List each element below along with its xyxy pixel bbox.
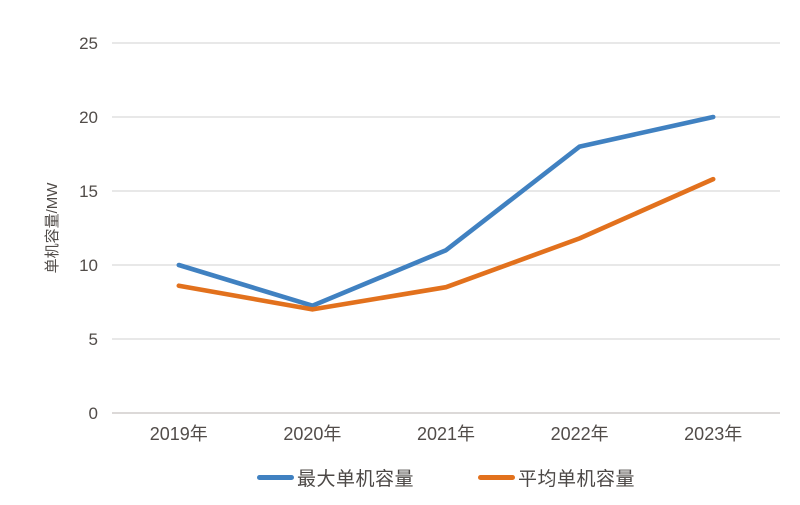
legend-item-avg-capacity: 平均单机容量 — [478, 464, 635, 491]
y-tick-label: 20 — [79, 108, 98, 127]
x-category-label: 2020年 — [283, 424, 341, 444]
y-tick-label: 5 — [89, 330, 98, 349]
legend-item-max-capacity: 最大单机容量 — [256, 464, 414, 491]
x-category-label: 2023年 — [684, 424, 742, 444]
x-axis-category-labels: 2019年 2020年 2021年 2022年 2023年 — [150, 424, 742, 444]
chart-legend: 最大单机容量 平均单机容量 — [112, 464, 780, 491]
y-axis-title: 单机容量/MW — [44, 182, 61, 274]
y-tick-label: 0 — [89, 404, 98, 423]
legend-label: 最大单机容量 — [296, 469, 414, 490]
y-axis-tick-labels: 0 5 10 15 20 25 — [79, 34, 98, 423]
x-category-label: 2019年 — [150, 424, 208, 444]
legend-label: 平均单机容量 — [518, 469, 636, 490]
y-tick-label: 15 — [79, 182, 98, 201]
x-category-label: 2022年 — [551, 424, 609, 444]
gridlines — [112, 42, 780, 414]
series-line-1 — [176, 176, 716, 312]
y-tick-label: 10 — [79, 256, 98, 275]
legend-swatch-blue-line — [256, 475, 294, 480]
series-line-0 — [176, 114, 716, 309]
legend-swatch-orange-line — [478, 475, 515, 480]
series-lines — [176, 114, 716, 312]
x-category-label: 2021年 — [417, 424, 475, 444]
y-tick-label: 25 — [79, 34, 98, 53]
